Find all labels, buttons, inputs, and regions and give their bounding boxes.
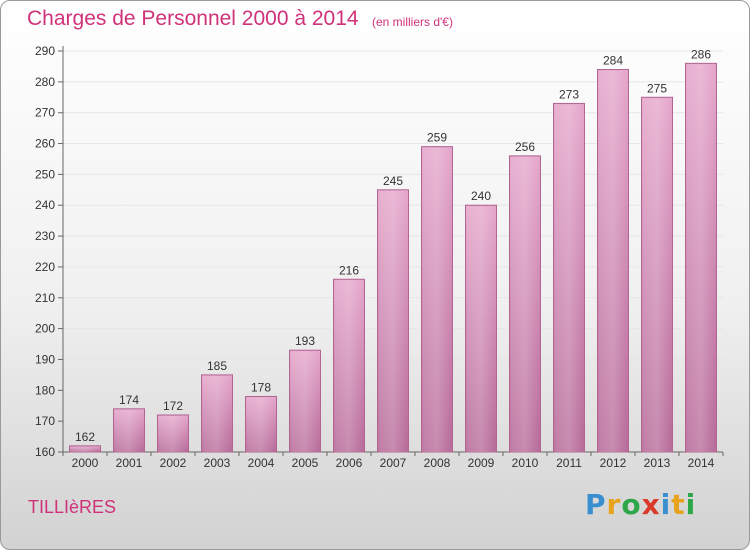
x-tick-label: 2003 [204,456,231,470]
bar-value-label: 256 [515,140,535,154]
bar-highlight [114,409,144,452]
y-tick-label: 240 [35,198,55,212]
bar-value-label: 245 [383,174,403,188]
x-tick-label: 2000 [72,456,99,470]
bar-highlight [158,415,188,452]
y-tick-label: 250 [35,167,55,181]
chart-subtitle: (en milliers d'€) [372,15,453,29]
bar-value-label: 273 [559,87,579,101]
x-tick-label: 2013 [644,456,671,470]
bar-highlight [510,156,540,452]
bar-value-label: 240 [471,189,491,203]
y-tick-label: 260 [35,137,55,151]
bar-value-label: 275 [647,81,667,95]
bar-value-label: 174 [119,393,139,407]
y-tick-label: 270 [35,106,55,120]
bar-highlight [70,446,100,452]
commune-name: TILLIèRES [28,497,117,517]
bar-highlight [246,397,276,452]
y-tick-label: 280 [35,75,55,89]
x-tick-label: 2012 [600,456,627,470]
bar-value-label: 193 [295,334,315,348]
x-tick-label: 2002 [160,456,187,470]
bar-highlight [686,64,716,452]
y-tick-label: 170 [35,414,55,428]
x-tick-label: 2009 [468,456,495,470]
proxiti-logo: Proxiti [585,488,697,521]
x-tick-label: 2006 [336,456,363,470]
x-tick-label: 2004 [248,456,275,470]
bar-highlight [642,98,672,453]
bar-highlight [290,351,320,452]
bar-value-label: 216 [339,263,359,277]
y-tick-label: 210 [35,291,55,305]
y-tick-label: 180 [35,383,55,397]
y-tick-label: 220 [35,260,55,274]
y-tick-label: 200 [35,322,55,336]
bar-highlight [554,104,584,452]
bar-highlight [598,70,628,452]
bar-highlight [422,147,452,452]
bar-value-label: 185 [207,359,227,373]
x-tick-label: 2005 [292,456,319,470]
bar-value-label: 284 [603,54,623,68]
bar-highlight [466,206,496,452]
y-tick-label: 290 [35,44,55,58]
y-tick-label: 230 [35,229,55,243]
bar-highlight [334,280,364,452]
x-tick-label: 2008 [424,456,451,470]
x-tick-label: 2014 [688,456,715,470]
y-tick-label: 160 [35,445,55,459]
y-tick-label: 190 [35,352,55,366]
bar-value-label: 259 [427,131,447,145]
bar-value-label: 178 [251,380,271,394]
x-tick-label: 2001 [116,456,143,470]
bar-highlight [378,190,408,453]
bar-value-label: 162 [75,430,95,444]
bar-value-label: 286 [691,47,711,61]
x-tick-label: 2011 [556,456,582,470]
bar-value-label: 172 [163,399,183,413]
x-tick-label: 2010 [512,456,539,470]
x-tick-label: 2007 [380,456,407,470]
chart-title: Charges de Personnel 2000 à 2014 [27,7,359,30]
bar-highlight [202,375,232,452]
